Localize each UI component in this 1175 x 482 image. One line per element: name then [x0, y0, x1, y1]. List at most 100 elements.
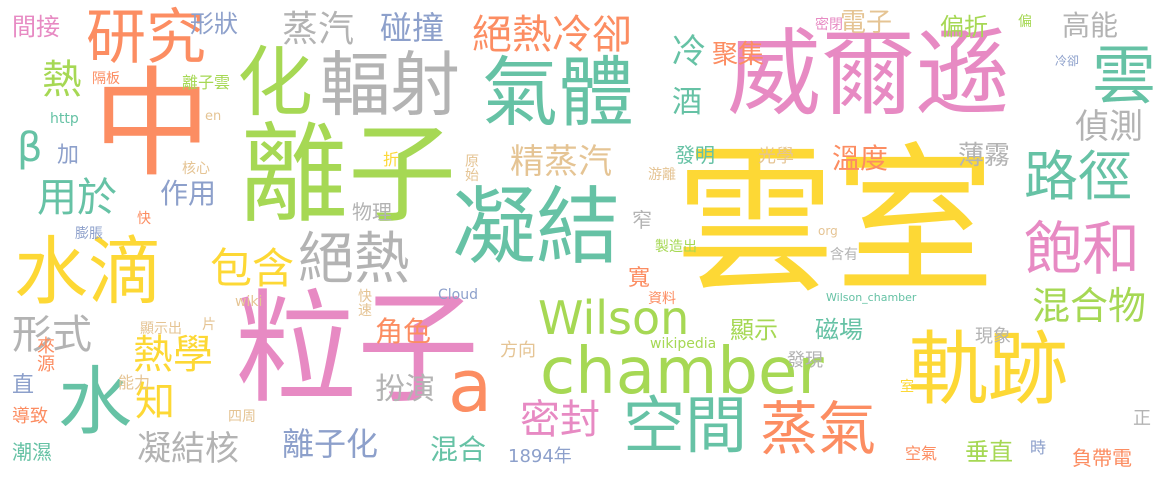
word: 酒 [672, 85, 702, 120]
word: chamber [540, 335, 824, 409]
word: org [818, 224, 838, 238]
word: 正 [1133, 410, 1151, 428]
word: 高能 [1062, 9, 1119, 42]
word: 化 [237, 38, 313, 127]
word-glyph: 寬 [628, 266, 651, 291]
word: 快速 [358, 290, 372, 318]
word: 威爾遜 [727, 20, 1010, 129]
word: 游離 [648, 167, 676, 183]
word: 輻射 [320, 44, 460, 126]
word: 離子雲 [182, 73, 231, 92]
word: 軌跡 [908, 323, 1068, 416]
word: 包含 [210, 244, 295, 293]
word: 密封 [520, 397, 600, 443]
word: 導致 [12, 406, 48, 427]
word: 製造出 [655, 239, 697, 255]
word: 磁場 [815, 316, 863, 344]
word-glyph: 原 [465, 154, 479, 170]
word: 混合物 [1032, 284, 1147, 328]
word: 用於 [37, 175, 117, 221]
word-glyph: 室 [900, 379, 914, 395]
word: 蒸汽 [282, 9, 355, 50]
word: 蒸氣 [760, 395, 877, 463]
word: 溫度 [832, 142, 889, 175]
word: 快 [137, 211, 151, 227]
word: 能力 [118, 373, 151, 392]
word: 凝結 [452, 178, 621, 276]
word: 空氣 [905, 444, 938, 463]
word: 隔板 [92, 71, 120, 87]
word: http [50, 111, 79, 127]
word: 顯示出 [140, 321, 182, 337]
word: 光學 [758, 146, 794, 167]
word: 熱學 [133, 332, 213, 378]
word: 研究 [86, 3, 206, 73]
word: 氣體 [482, 48, 634, 137]
word: 冷 [672, 32, 706, 72]
word: Cloud [438, 287, 478, 303]
word: 空間 [623, 389, 748, 462]
word: 室 [900, 380, 914, 394]
word: en [205, 109, 222, 124]
word-glyph: 正 [1133, 408, 1151, 429]
word: 時 [1030, 438, 1047, 457]
word-glyph: 窄 [632, 208, 652, 232]
word: 垂直 [965, 438, 1013, 466]
word: 片 [202, 317, 216, 333]
word: 來源 [37, 338, 55, 374]
word: 水 [58, 359, 132, 445]
word: 路徑 [1024, 145, 1132, 208]
word: 發明 [675, 143, 715, 167]
word: 寬 [628, 268, 650, 290]
word: 離子 [240, 113, 457, 238]
word: 形式 [12, 312, 92, 358]
word: Wilson_chamber [826, 291, 917, 304]
word: 核心 [182, 161, 210, 177]
word: 物理 [352, 200, 392, 224]
word: 原始 [465, 155, 479, 183]
word: 偵測 [1075, 107, 1143, 147]
word-glyph: 始 [465, 168, 479, 184]
word: 形狀 [190, 10, 238, 38]
word: 冷卻 [1055, 54, 1080, 68]
word-glyph: 快 [358, 289, 372, 305]
word: wikipedia [650, 336, 717, 352]
word: 四周 [228, 409, 256, 425]
word: 絕熱 [298, 227, 410, 292]
word: 資料 [648, 291, 676, 307]
word: 絕熱冷卻 [472, 12, 632, 58]
word: 聚集 [712, 40, 765, 70]
word: 顯示 [730, 316, 778, 344]
word: 電子 [840, 8, 893, 38]
word-glyph: 速 [358, 303, 372, 319]
word: a [448, 344, 493, 428]
word: 精蒸汽 [510, 142, 612, 182]
word: 離子化 [282, 425, 379, 463]
word: wiki [235, 294, 263, 310]
word: 粒子 [235, 278, 479, 420]
word: 混合 [430, 433, 487, 466]
word: 窄 [632, 210, 652, 230]
word: 密閉 [815, 17, 843, 33]
word: 作用 [160, 177, 217, 210]
word-glyph: 來 [37, 336, 55, 357]
word: 1894年 [508, 446, 572, 467]
word: 方向 [500, 340, 536, 361]
word: 碰撞 [380, 9, 445, 47]
word: 雲 [1092, 40, 1156, 114]
word: 偏 [1018, 15, 1032, 29]
word: 薄霧 [958, 141, 1011, 171]
word: Wilson [538, 291, 690, 345]
word: 雲室 [675, 128, 996, 315]
word: 偏折 [940, 13, 988, 41]
word: 知 [135, 379, 175, 425]
word: 潮濕 [12, 440, 52, 464]
word: 中 [93, 55, 212, 193]
word-glyph: 源 [37, 354, 55, 375]
word: 水滴 [14, 229, 162, 315]
word: β [17, 125, 43, 171]
word: 凝結核 [137, 429, 239, 469]
word: 飽和 [1024, 215, 1141, 283]
word: 加 [57, 143, 80, 168]
